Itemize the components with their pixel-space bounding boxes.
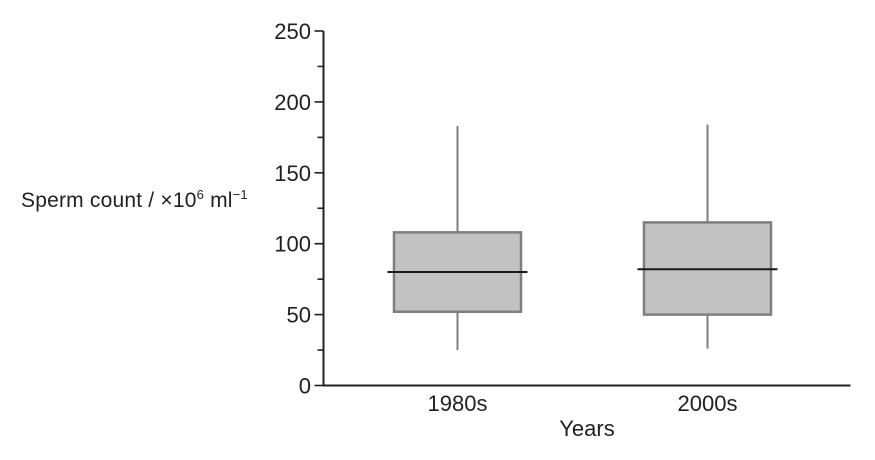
- y-axis-tick-label: 100: [274, 232, 311, 257]
- y-axis-tick-label: 50: [287, 303, 311, 328]
- y-axis-title-text: Sperm count / ×10: [21, 189, 197, 212]
- x-axis-category-label: 1980s: [428, 391, 488, 416]
- y-axis-title: Sperm count / ×106 ml−1: [21, 187, 281, 213]
- y-axis-tick-label: 150: [274, 161, 311, 186]
- x-axis-category-label: 2000s: [678, 391, 738, 416]
- y-axis-title-unit: ml: [204, 189, 233, 212]
- y-axis-tick-label: 0: [299, 374, 311, 399]
- x-axis-title: Years: [559, 416, 614, 441]
- y-axis-tick-label: 200: [274, 90, 311, 115]
- y-axis-title-superscript-inverse: −1: [232, 187, 248, 202]
- y-axis-tick-label: 250: [274, 19, 311, 44]
- y-axis-title-superscript-exponent: 6: [196, 187, 205, 202]
